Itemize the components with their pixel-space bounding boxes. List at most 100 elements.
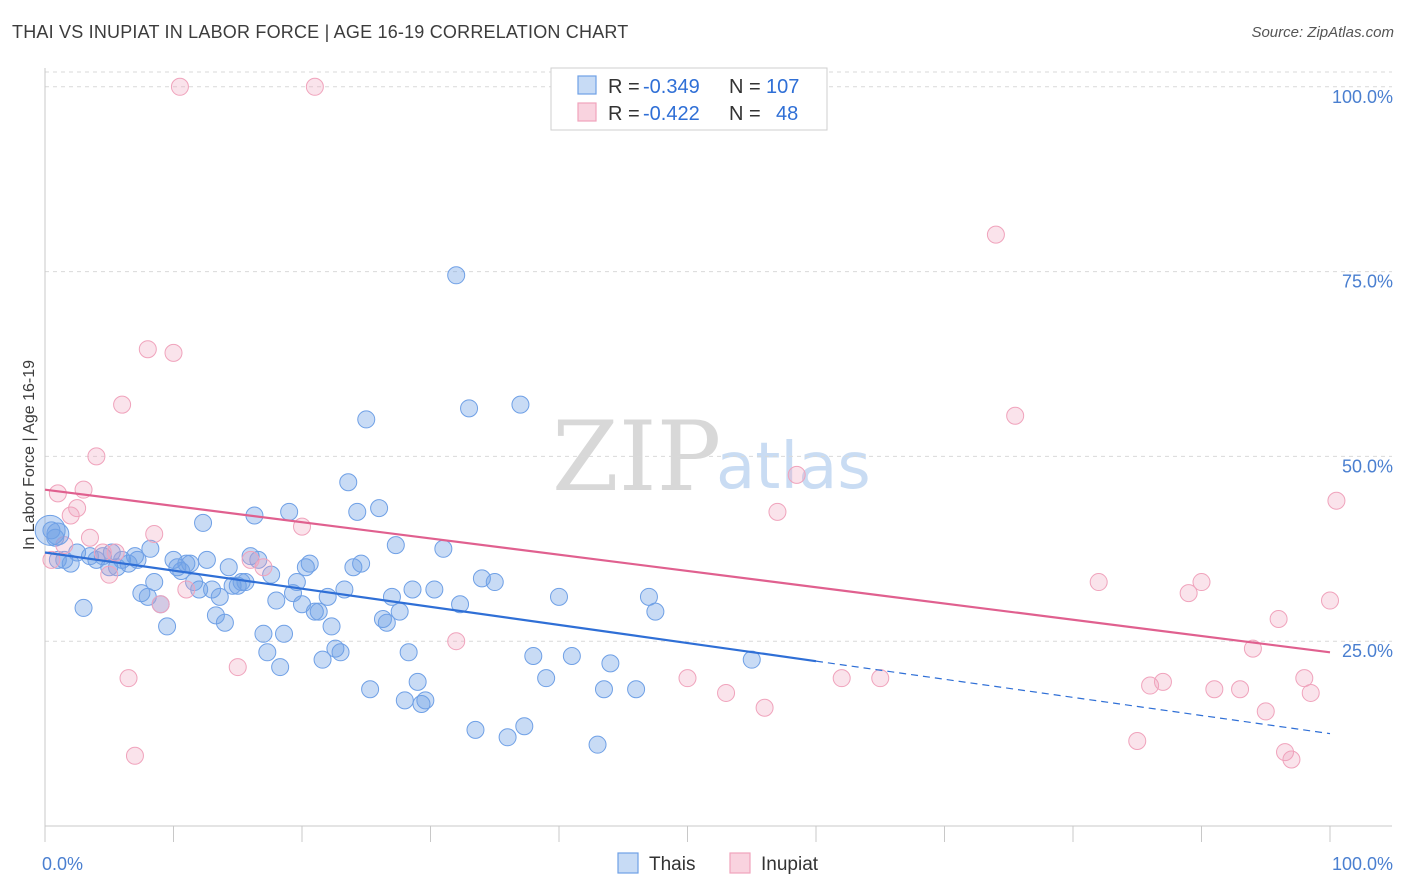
legend-n-value-2: 48 [776, 103, 798, 125]
data-point-thais [537, 669, 556, 688]
chart-title: THAI VS INUPIAT IN LABOR FORCE | AGE 16-… [12, 22, 629, 42]
y-axis-label: In Labor Force | Age 16-19 [21, 360, 38, 550]
data-point-thais [309, 602, 328, 621]
axes [44, 68, 1392, 842]
data-point-inupiat [170, 77, 189, 96]
data-point-inupiat [145, 525, 164, 544]
series-thais [42, 266, 761, 754]
data-point-thais [601, 654, 620, 673]
data-point-inupiat [1321, 591, 1339, 610]
y-tick-label: 75.0% [1342, 272, 1393, 292]
data-point-thais [215, 613, 234, 632]
data-point-thais [210, 587, 229, 606]
tick-labels: 25.0% 50.0% 75.0% 100.0% 0.0% 100.0% [42, 87, 1393, 874]
data-point-inupiat [138, 340, 157, 359]
data-point-inupiat [113, 395, 132, 414]
data-point-thais [331, 643, 350, 662]
data-point-thais [408, 672, 427, 691]
bottom-legend-swatch-thais [617, 852, 639, 874]
data-point-thais [206, 606, 225, 625]
data-point-inupiat [1153, 672, 1172, 691]
data-point-thais [550, 587, 568, 606]
data-point-inupiat [87, 447, 106, 466]
data-point-thais [197, 550, 216, 569]
data-point-inupiat [151, 595, 170, 614]
data-point-thais [370, 499, 389, 518]
data-point-thais [339, 473, 358, 492]
legend-swatch-inupiat [577, 102, 597, 122]
data-point-thais [466, 720, 485, 739]
data-point-inupiat [305, 77, 324, 96]
data-point-thais [498, 728, 517, 747]
legend-r-label-1: R = [608, 76, 640, 98]
data-point-inupiat [254, 558, 273, 577]
data-point-thais [254, 624, 273, 643]
data-point-inupiat [1179, 584, 1198, 603]
data-point-inupiat [61, 506, 80, 525]
data-point-inupiat [228, 658, 247, 677]
data-point-thais [377, 613, 396, 632]
x-tick-label-max: 100.0% [1332, 854, 1393, 874]
data-point-inupiat [42, 550, 61, 569]
data-point-thais [562, 646, 581, 665]
data-point-thais [219, 558, 238, 577]
data-point-thais [460, 399, 479, 418]
bottom-legend: Thais Inupiat [617, 852, 819, 875]
data-point-thais [181, 554, 200, 573]
data-point-thais [646, 602, 665, 621]
data-point-thais [386, 536, 405, 555]
data-point-inupiat [177, 580, 196, 599]
data-point-thais [258, 643, 277, 662]
data-point-inupiat [1231, 680, 1250, 699]
data-point-inupiat [717, 683, 736, 702]
data-point-thais [627, 680, 646, 699]
y-tick-label: 25.0% [1342, 641, 1393, 661]
data-point-thais [390, 602, 409, 621]
data-point-inupiat [80, 528, 99, 547]
data-point-thais [300, 554, 319, 573]
data-point-thais [515, 717, 534, 736]
data-point-thais [594, 680, 613, 699]
data-point-inupiat [68, 499, 87, 518]
data-point-thais-large [46, 522, 70, 546]
data-point-thais [425, 580, 444, 599]
legend-swatch-thais [577, 75, 597, 95]
data-point-thais [348, 502, 367, 521]
legend-r-value-1: -0.349 [643, 76, 700, 98]
data-point-inupiat [832, 669, 851, 688]
data-point-thais [524, 646, 543, 665]
data-point-inupiat [1192, 573, 1211, 592]
data-point-thais [141, 539, 160, 558]
data-point-inupiat [447, 632, 466, 651]
bottom-legend-thais: Thais [649, 854, 695, 875]
data-point-inupiat [1301, 683, 1320, 702]
data-point-inupiat [1089, 573, 1108, 592]
y-tick-label: 100.0% [1332, 87, 1393, 107]
data-point-thais [511, 395, 530, 414]
legend-n-value-1: 107 [766, 76, 799, 98]
data-point-inupiat [1243, 639, 1262, 658]
data-point-thais [194, 513, 213, 532]
data-point-thais [357, 410, 376, 429]
data-point-inupiat [1006, 406, 1025, 425]
legend-box: R = -0.349 N = 107 R = -0.422 N = 48 [550, 67, 828, 131]
series-layer [34, 77, 1346, 769]
trend-line-thais [44, 551, 817, 663]
data-point-inupiat [1269, 610, 1288, 629]
data-point-thais [395, 691, 414, 710]
bottom-legend-swatch-inupiat [729, 852, 751, 874]
watermark-zip: ZIP [552, 401, 721, 513]
legend-r-label-2: R = [608, 103, 640, 125]
data-point-thais [267, 591, 286, 610]
data-point-thais [271, 658, 290, 677]
data-point-thais [322, 617, 341, 636]
source-note: Source: ZipAtlas.com [1251, 24, 1394, 41]
data-point-inupiat [1282, 750, 1301, 769]
legend-r-value-2: -0.422 [643, 103, 700, 125]
data-point-inupiat [986, 225, 1005, 244]
data-point-thais [280, 502, 299, 521]
data-point-thais [361, 680, 380, 699]
bottom-legend-inupiat: Inupiat [761, 854, 819, 875]
data-point-inupiat [100, 565, 119, 584]
